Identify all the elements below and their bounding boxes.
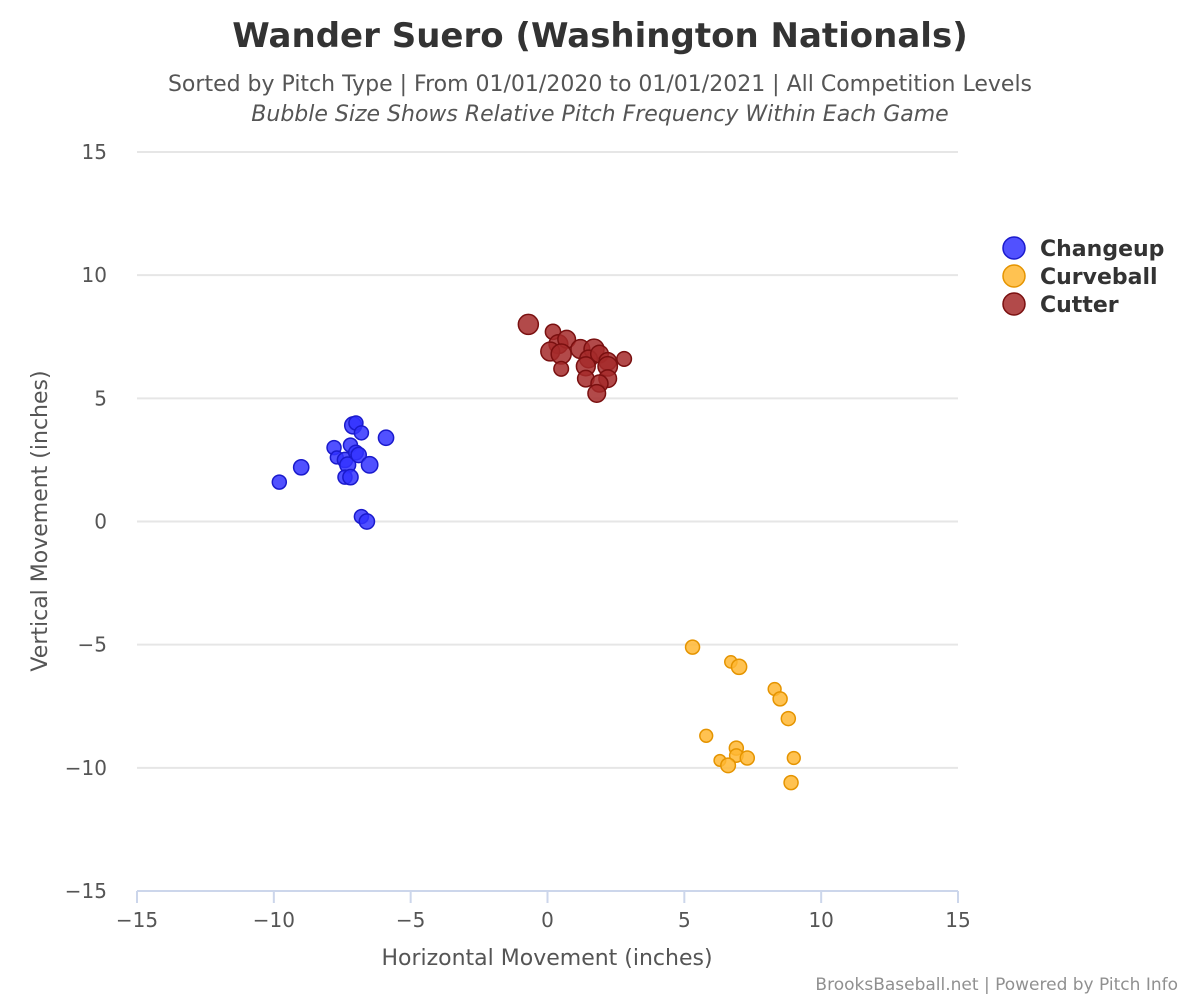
data-point[interactable] [739,750,756,766]
chart-subtitle: Sorted by Pitch Type | From 01/01/2020 t… [168,72,1032,97]
data-point[interactable] [358,513,376,530]
x-tick-labels: −15 −10 −5 0 5 10 15 [116,891,971,932]
x-tick-label: −10 [253,908,295,932]
data-point[interactable] [684,639,701,655]
legend-marker [1002,236,1026,260]
chart-subtitle-italic: Bubble Size Shows Relative Pitch Frequen… [251,102,948,127]
data-point[interactable] [353,425,370,441]
data-point[interactable] [780,710,797,727]
y-tick-label: −15 [65,879,107,903]
data-point[interactable] [553,360,570,377]
y-axis-title: Vertical Movement (inches) [28,370,53,671]
series-cutter [517,313,633,403]
data-point[interactable] [699,728,714,743]
legend-marker [1002,264,1026,288]
chart-title: Wander Suero (Washington Nationals) [232,16,967,56]
legend-label: Changeup [1040,237,1164,262]
x-tick-label: 0 [541,908,554,932]
data-point[interactable] [616,350,633,367]
credit-text: BrooksBaseball.net | Powered by Pitch In… [815,975,1178,995]
data-point[interactable] [271,474,288,490]
legend-label: Curveball [1040,265,1158,290]
legend-label: Cutter [1040,293,1119,318]
data-point[interactable] [786,750,801,766]
grid-lines [137,151,958,769]
y-tick-label: −10 [65,756,107,780]
y-tick-label: 5 [94,386,107,410]
legend-item-cutter[interactable]: Cutter [1002,292,1119,318]
data-point[interactable] [772,691,788,707]
data-point[interactable] [730,658,748,676]
x-tick-label: −15 [116,908,158,932]
data-point[interactable] [783,774,799,791]
data-point[interactable] [377,429,395,447]
x-tick-label: 15 [945,908,970,932]
x-tick-label: 10 [808,908,833,932]
x-tick-label: 5 [678,908,691,932]
x-tick-label: −5 [396,908,425,932]
legend-item-curveball[interactable]: Curveball [1002,264,1158,290]
legend[interactable]: Changeup Curveball Cutter [1002,236,1164,318]
data-point[interactable] [342,468,359,486]
y-tick-label: 0 [94,510,107,534]
series-changeup [271,415,395,530]
y-tick-labels: 15 10 5 0 −5 −10 −15 [65,140,107,903]
data-point[interactable] [517,313,540,336]
data-point[interactable] [360,455,379,474]
y-tick-label: 10 [82,263,107,287]
data-point[interactable] [587,383,607,403]
series-curveball [684,639,801,791]
data-point[interactable] [292,458,310,476]
legend-marker [1002,292,1026,316]
data-point[interactable] [350,446,368,464]
legend-item-changeup[interactable]: Changeup [1002,236,1164,262]
x-axis-title: Horizontal Movement (inches) [381,946,712,971]
y-tick-label: 15 [82,140,107,164]
data-points [271,313,801,791]
data-point[interactable] [720,757,737,774]
y-tick-label: −5 [78,633,107,657]
